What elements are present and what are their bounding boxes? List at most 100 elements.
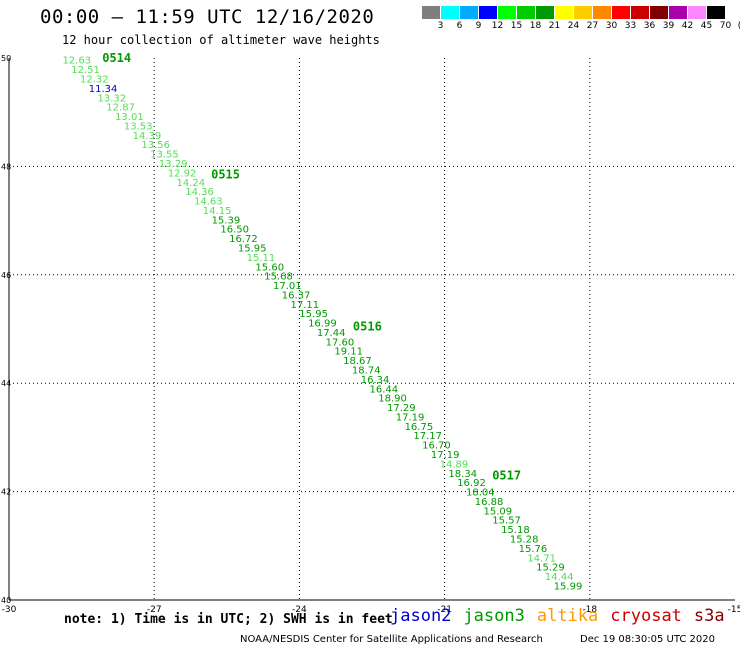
wave-height-point: 15.11 — [247, 253, 276, 264]
time-label: 0515 — [211, 168, 240, 182]
scale-swatch — [536, 6, 554, 19]
satellite-legend: jason2 jason3 altika cryosat s3a — [390, 606, 737, 626]
wave-height-point: 15.95 — [238, 243, 267, 254]
wave-height-point: 16.50 — [220, 225, 249, 236]
credit-text: NOAA/NESDIS Center for Satellite Applica… — [240, 634, 543, 645]
wave-height-point: 17.29 — [387, 403, 416, 414]
scale-label: 39 — [662, 21, 675, 31]
satellite-label-jason2: jason2 — [390, 606, 452, 626]
wave-height-point: 14.71 — [527, 553, 556, 564]
note-text: note: 1) Time is in UTC; 2) SWH is in fe… — [64, 612, 393, 627]
scale-swatch — [574, 6, 592, 19]
wave-height-point: 18.34 — [448, 469, 477, 480]
wave-height-point: 16.88 — [475, 497, 504, 508]
time-label: 0517 — [492, 468, 521, 482]
wave-height-point: 13.29 — [159, 159, 188, 170]
time-label: 0514 — [102, 51, 131, 65]
satellite-label-altika: altika — [536, 606, 599, 626]
wave-height-point: 15.68 — [264, 272, 293, 283]
wave-height-point: 12.32 — [80, 74, 109, 85]
scale-swatch — [422, 6, 440, 19]
chart-subtitle: 12 hour collection of altimeter wave hei… — [62, 33, 380, 47]
wave-height-point: 12.63 — [62, 56, 91, 67]
wave-height-point: 18.74 — [352, 366, 381, 377]
wave-height-point: 19.11 — [334, 347, 363, 358]
wave-height-point: 16.70 — [422, 441, 451, 452]
wave-height-point: 15.60 — [255, 262, 284, 273]
time-label: 0516 — [353, 319, 382, 333]
scale-label: 27 — [586, 21, 599, 31]
wave-height-point: 13.53 — [124, 121, 153, 132]
x-tick-label: -30 — [2, 605, 17, 615]
wave-height-point: 12.92 — [168, 168, 197, 179]
wave-height-point: 16.92 — [457, 478, 486, 489]
wave-height-point: 15.18 — [501, 525, 530, 536]
wave-height-point: 15.99 — [554, 581, 583, 592]
y-tick-label: 44 — [1, 379, 11, 388]
scale-label: 45 — [700, 21, 713, 31]
scale-label: 70 — [719, 21, 732, 31]
wave-height-point: 13.55 — [150, 150, 179, 161]
wave-height-point: 17.19 — [431, 450, 460, 461]
wave-height-point: 15.28 — [510, 535, 539, 546]
scale-swatch — [479, 6, 497, 19]
wave-height-point: 17.01 — [273, 281, 302, 292]
wave-height-point: 16.37 — [282, 290, 311, 301]
scale-label: 24 — [567, 21, 580, 31]
scale-swatch — [517, 6, 535, 19]
wave-height-point: 14.24 — [176, 178, 205, 189]
wave-height-point: 12.87 — [106, 103, 135, 114]
y-tick-label: 46 — [1, 271, 11, 280]
wave-height-point: 16.75 — [405, 422, 434, 433]
scale-swatch — [688, 6, 706, 19]
scale-swatch — [612, 6, 630, 19]
scale-swatch — [650, 6, 668, 19]
scale-swatch — [498, 6, 516, 19]
scale-swatch — [555, 6, 573, 19]
scale-label: 21 — [548, 21, 561, 31]
wave-height-point: 15.76 — [519, 544, 548, 555]
wave-height-point: 16.72 — [229, 234, 258, 245]
wave-height-point: 15.39 — [212, 215, 241, 226]
scale-swatch — [441, 6, 459, 19]
scale-label: 30 — [605, 21, 618, 31]
x-tick-label: -24 — [292, 605, 307, 615]
wave-height-point: 15.09 — [484, 506, 513, 517]
y-tick-label: 40 — [1, 596, 11, 605]
wave-height-point: 14.63 — [194, 197, 223, 208]
wave-height-point: 13.01 — [115, 112, 144, 123]
wave-height-point: 12.51 — [71, 65, 100, 76]
scale-label: 3 — [437, 21, 444, 31]
chart-title: 00:00 – 11:59 UTC 12/16/2020 — [40, 6, 375, 28]
scale-swatch — [593, 6, 611, 19]
x-tick-label: -21 — [437, 605, 452, 615]
satellite-label-s3a: s3a — [693, 606, 725, 626]
y-tick-label: 50 — [1, 54, 11, 63]
x-tick-label: -15 — [728, 605, 740, 615]
wave-height-point: 15.57 — [492, 516, 521, 527]
wave-height-point: 13.32 — [98, 93, 127, 104]
wave-height-point: 16.44 — [369, 384, 398, 395]
y-tick-label: 42 — [1, 488, 11, 497]
wave-height-point: 18.90 — [378, 394, 407, 405]
wave-height-point: 17.44 — [317, 328, 346, 339]
wave-height-point: 14.36 — [185, 187, 214, 198]
scale-label: 15 — [510, 21, 523, 31]
timestamp-text: Dec 19 08:30:05 UTC 2020 — [580, 634, 715, 645]
scale-label: 42 — [681, 21, 694, 31]
scale-label: 9 — [475, 21, 482, 31]
wave-height-point: 16.99 — [308, 319, 337, 330]
scale-label: 36 — [643, 21, 656, 31]
scale-label: (ft) — [736, 21, 740, 31]
scale-label: 33 — [624, 21, 637, 31]
wave-height-point: 11.34 — [89, 84, 118, 95]
scale-label: 18 — [529, 21, 542, 31]
wave-height-point: 18.67 — [343, 356, 372, 367]
scale-label: 6 — [456, 21, 463, 31]
wave-height-point: 17.19 — [396, 412, 425, 423]
wave-height-point: 15.29 — [536, 563, 565, 574]
x-tick-label: -18 — [582, 605, 597, 615]
wave-height-point: 17.60 — [326, 337, 355, 348]
scale-label: 12 — [491, 21, 504, 31]
